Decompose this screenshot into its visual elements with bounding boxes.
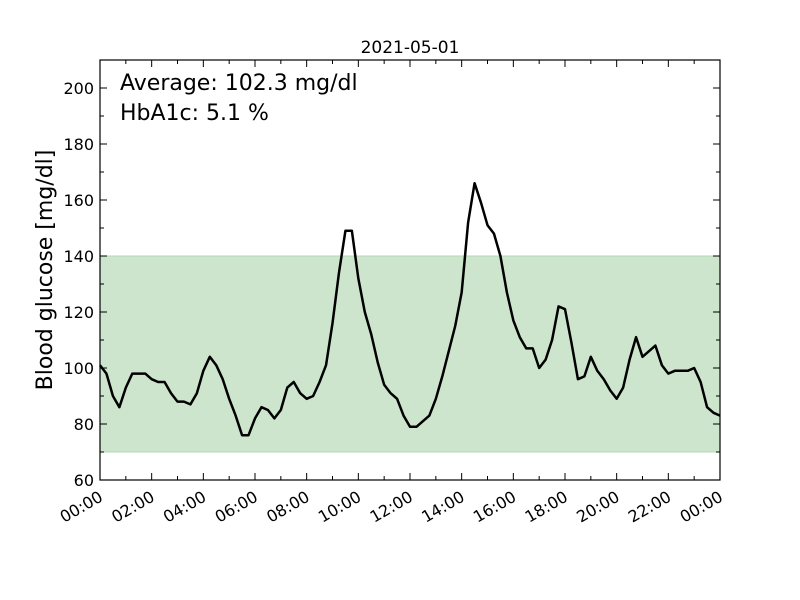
glucose-series-line <box>99 181 721 437</box>
y-tick-label: 160 <box>63 191 94 210</box>
y-tick-label: 180 <box>63 135 94 154</box>
x-tick-label: 04:00 <box>160 487 209 527</box>
x-tick-label: 12:00 <box>367 487 416 527</box>
plot-frame <box>99 59 721 481</box>
average-annotation: Average: 102.3 mg/dl <box>120 71 358 96</box>
y-tick-labels: 60 80 100 120 140 160 180 200 <box>63 79 94 490</box>
y-tick-label: 200 <box>63 79 94 98</box>
y-tick-label: 100 <box>63 359 94 378</box>
hba1c-annotation: HbA1c: 5.1 % <box>120 101 269 126</box>
x-tick-label: 02:00 <box>108 487 157 527</box>
x-tick-label: 00:00 <box>57 487 106 527</box>
x-tick-label: 22:00 <box>625 487 674 527</box>
y-tick-label: 140 <box>63 247 94 266</box>
x-tick-label: 16:00 <box>470 487 519 527</box>
x-tick-label: 10:00 <box>315 487 364 527</box>
x-tick-label: 08:00 <box>263 487 312 527</box>
target-range-band <box>99 255 721 453</box>
y-tick-label: 80 <box>74 415 94 434</box>
chart-title: 2021-05-01 <box>361 38 460 58</box>
y-tick-label: 60 <box>74 471 94 490</box>
x-tick-labels: 00:00 02:00 04:00 06:00 08:00 10:00 12:00 14:00… <box>57 487 726 527</box>
y-tick-label: 120 <box>63 303 94 322</box>
x-tick-label: 20:00 <box>573 487 622 527</box>
x-tick-label: 00:00 <box>677 487 726 527</box>
y-axis-label: Blood glucose [mg/dl] <box>33 150 58 391</box>
x-tick-label: 14:00 <box>418 487 467 527</box>
x-tick-label: 18:00 <box>522 487 571 527</box>
axis-ticks <box>99 59 721 481</box>
x-tick-label: 06:00 <box>212 487 261 527</box>
